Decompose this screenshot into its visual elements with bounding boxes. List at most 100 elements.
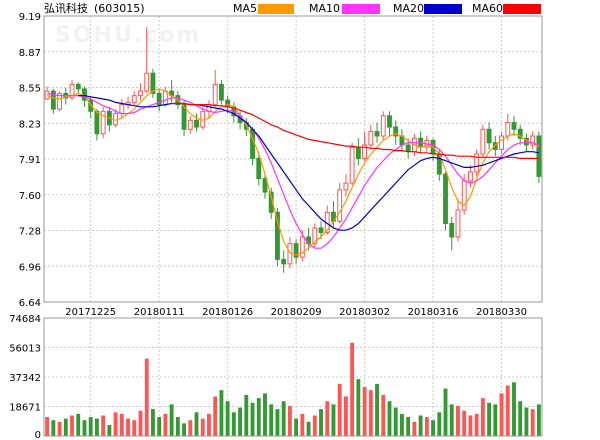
volume-bar — [119, 413, 124, 436]
candle-body — [343, 182, 349, 191]
volume-bar — [499, 393, 504, 436]
stock-title: 弘讯科技 — [44, 1, 88, 15]
candle-body — [492, 142, 498, 150]
candle-body — [156, 92, 162, 106]
volume-bar — [493, 404, 498, 436]
price-panel-frame — [43, 15, 543, 303]
candle-body — [380, 115, 386, 137]
volume-bar — [238, 407, 243, 436]
candle-body — [225, 99, 231, 108]
volume-bar — [530, 409, 535, 436]
price-y-axis: 9.19 8.87 8.55 8.23 7.91 7.60 7.28 6.96 6.64 — [19, 12, 41, 309]
volume-bar — [275, 409, 280, 436]
candle-body — [281, 258, 287, 265]
candle-body — [405, 144, 411, 153]
volume-bar — [343, 396, 348, 436]
date-tick-label: 20180126 — [202, 307, 253, 318]
volume-bar — [505, 385, 510, 436]
candle-body — [250, 128, 255, 159]
candle-body — [467, 171, 473, 182]
legend: MA5 MA10 MA20 MA60 — [233, 2, 541, 15]
candle-body — [349, 146, 355, 184]
date-tick-label: 20180302 — [339, 307, 390, 318]
ma60-line — [171, 102, 539, 159]
candle-body — [212, 83, 218, 106]
volume-bar — [263, 393, 267, 436]
volume-bar — [144, 358, 149, 436]
volume-bar — [113, 412, 118, 436]
volume-bar — [213, 396, 218, 436]
volume-bar — [319, 409, 323, 436]
candle-body — [218, 83, 224, 101]
volume-bar — [331, 404, 336, 436]
candle-body — [362, 144, 368, 159]
volume-bar — [387, 401, 392, 436]
candle-body — [275, 211, 280, 260]
legend-ma10-swatch — [342, 4, 380, 14]
candle-body — [44, 90, 50, 100]
date-tick-label: 20180209 — [271, 307, 322, 318]
volume-bar — [82, 420, 87, 436]
volume-bar — [225, 401, 230, 436]
volume-y-axis: 74684 56013 37342 18671 0 — [9, 314, 41, 440]
volume-bar — [256, 398, 261, 436]
ma10-line — [46, 92, 540, 249]
moving-average-lines — [46, 88, 540, 256]
volume-bar — [400, 413, 404, 436]
volume-bar — [94, 418, 99, 436]
volume-bar — [138, 410, 143, 436]
legend-ma5-label: MA5 — [233, 2, 257, 15]
volume-tick-label: 0 — [35, 430, 41, 440]
volume-bar — [356, 379, 361, 436]
volume-bar — [524, 407, 529, 436]
volume-bars — [45, 342, 541, 436]
candle-body — [119, 104, 125, 115]
candle-body — [474, 153, 480, 173]
volume-bar — [456, 405, 460, 436]
candle-body — [511, 122, 517, 130]
volume-bar — [169, 404, 174, 436]
candle-body — [144, 72, 150, 92]
price-tick-label: 8.23 — [19, 119, 41, 130]
volume-bar — [132, 420, 137, 436]
volume-bar — [107, 424, 112, 436]
price-tick-label: 8.55 — [19, 84, 41, 95]
volume-bar — [381, 394, 386, 436]
legend-ma20-swatch — [424, 4, 462, 14]
volume-tick-label: 18671 — [9, 403, 41, 414]
volume-bar — [462, 410, 467, 436]
candle-body — [368, 131, 374, 146]
volume-bar — [449, 404, 454, 436]
price-tick-label: 6.64 — [19, 298, 41, 309]
volume-bar — [406, 417, 411, 436]
candle-body — [393, 126, 399, 137]
volume-bar — [151, 409, 155, 436]
candle-body — [138, 90, 143, 97]
price-tick-label: 7.60 — [19, 191, 41, 202]
candle-body — [355, 146, 361, 159]
volume-bar — [512, 382, 516, 436]
volume-bar — [175, 417, 180, 436]
volume-bar — [300, 413, 305, 436]
candle-body — [256, 157, 262, 180]
volume-bar — [350, 342, 355, 436]
candle-body — [162, 90, 168, 106]
volume-bar — [306, 421, 311, 436]
volume-bar — [281, 401, 286, 436]
candle-body — [517, 128, 523, 139]
candle-body — [374, 131, 380, 137]
candle-body — [100, 110, 106, 135]
date-tick-label: 20180316 — [408, 307, 459, 318]
legend-ma60-swatch — [503, 4, 541, 14]
candle-body — [50, 90, 56, 110]
candle-body — [337, 189, 343, 222]
volume-bar — [287, 405, 292, 436]
volume-bar — [244, 394, 249, 436]
candle-body — [131, 95, 137, 103]
candle-body — [94, 110, 100, 135]
volume-tick-label: 74684 — [9, 314, 41, 325]
legend-ma60-label: MA60 — [472, 2, 503, 15]
volume-bar — [536, 404, 541, 436]
candle-body — [387, 115, 392, 128]
